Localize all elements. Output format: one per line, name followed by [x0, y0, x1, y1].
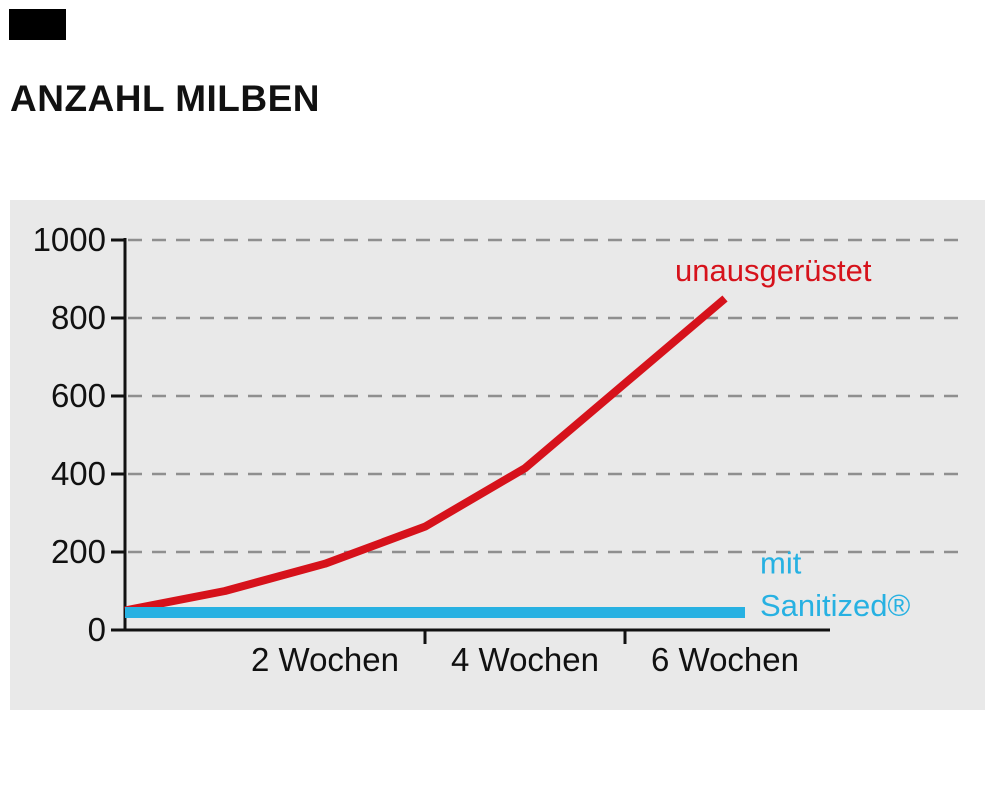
chart-title: ANZAHL MILBEN	[10, 78, 321, 119]
y-tick-label-800: 800	[51, 299, 106, 336]
annotation-unausgeruestet-label: unausgerüstet	[675, 253, 872, 288]
annotation-mit-label-line1: mit	[760, 545, 802, 580]
brand-logo-block	[9, 9, 66, 40]
y-tick-label-400: 400	[51, 455, 106, 492]
chart-panel: 0 200 400 600 800 1000 2 Wochen 4 Wochen 6 Woche…	[10, 200, 985, 710]
annotation-mit-label-line2: Sanitized®	[760, 588, 911, 623]
x-tick-label-4: 4 Wochen	[451, 641, 599, 678]
y-tick-label-200: 200	[51, 533, 106, 570]
mites-line-chart: 0 200 400 600 800 1000 2 Wochen 4 Wochen 6 Woche…	[33, 221, 968, 678]
series-line-unausgeruestet	[124, 295, 728, 615]
y-tick-label-1000: 1000	[33, 221, 106, 258]
y-tick-label-600: 600	[51, 377, 106, 414]
y-tick-label-0: 0	[88, 611, 106, 648]
x-tick-label-6: 6 Wochen	[651, 641, 799, 678]
x-tick-label-2: 2 Wochen	[251, 641, 399, 678]
